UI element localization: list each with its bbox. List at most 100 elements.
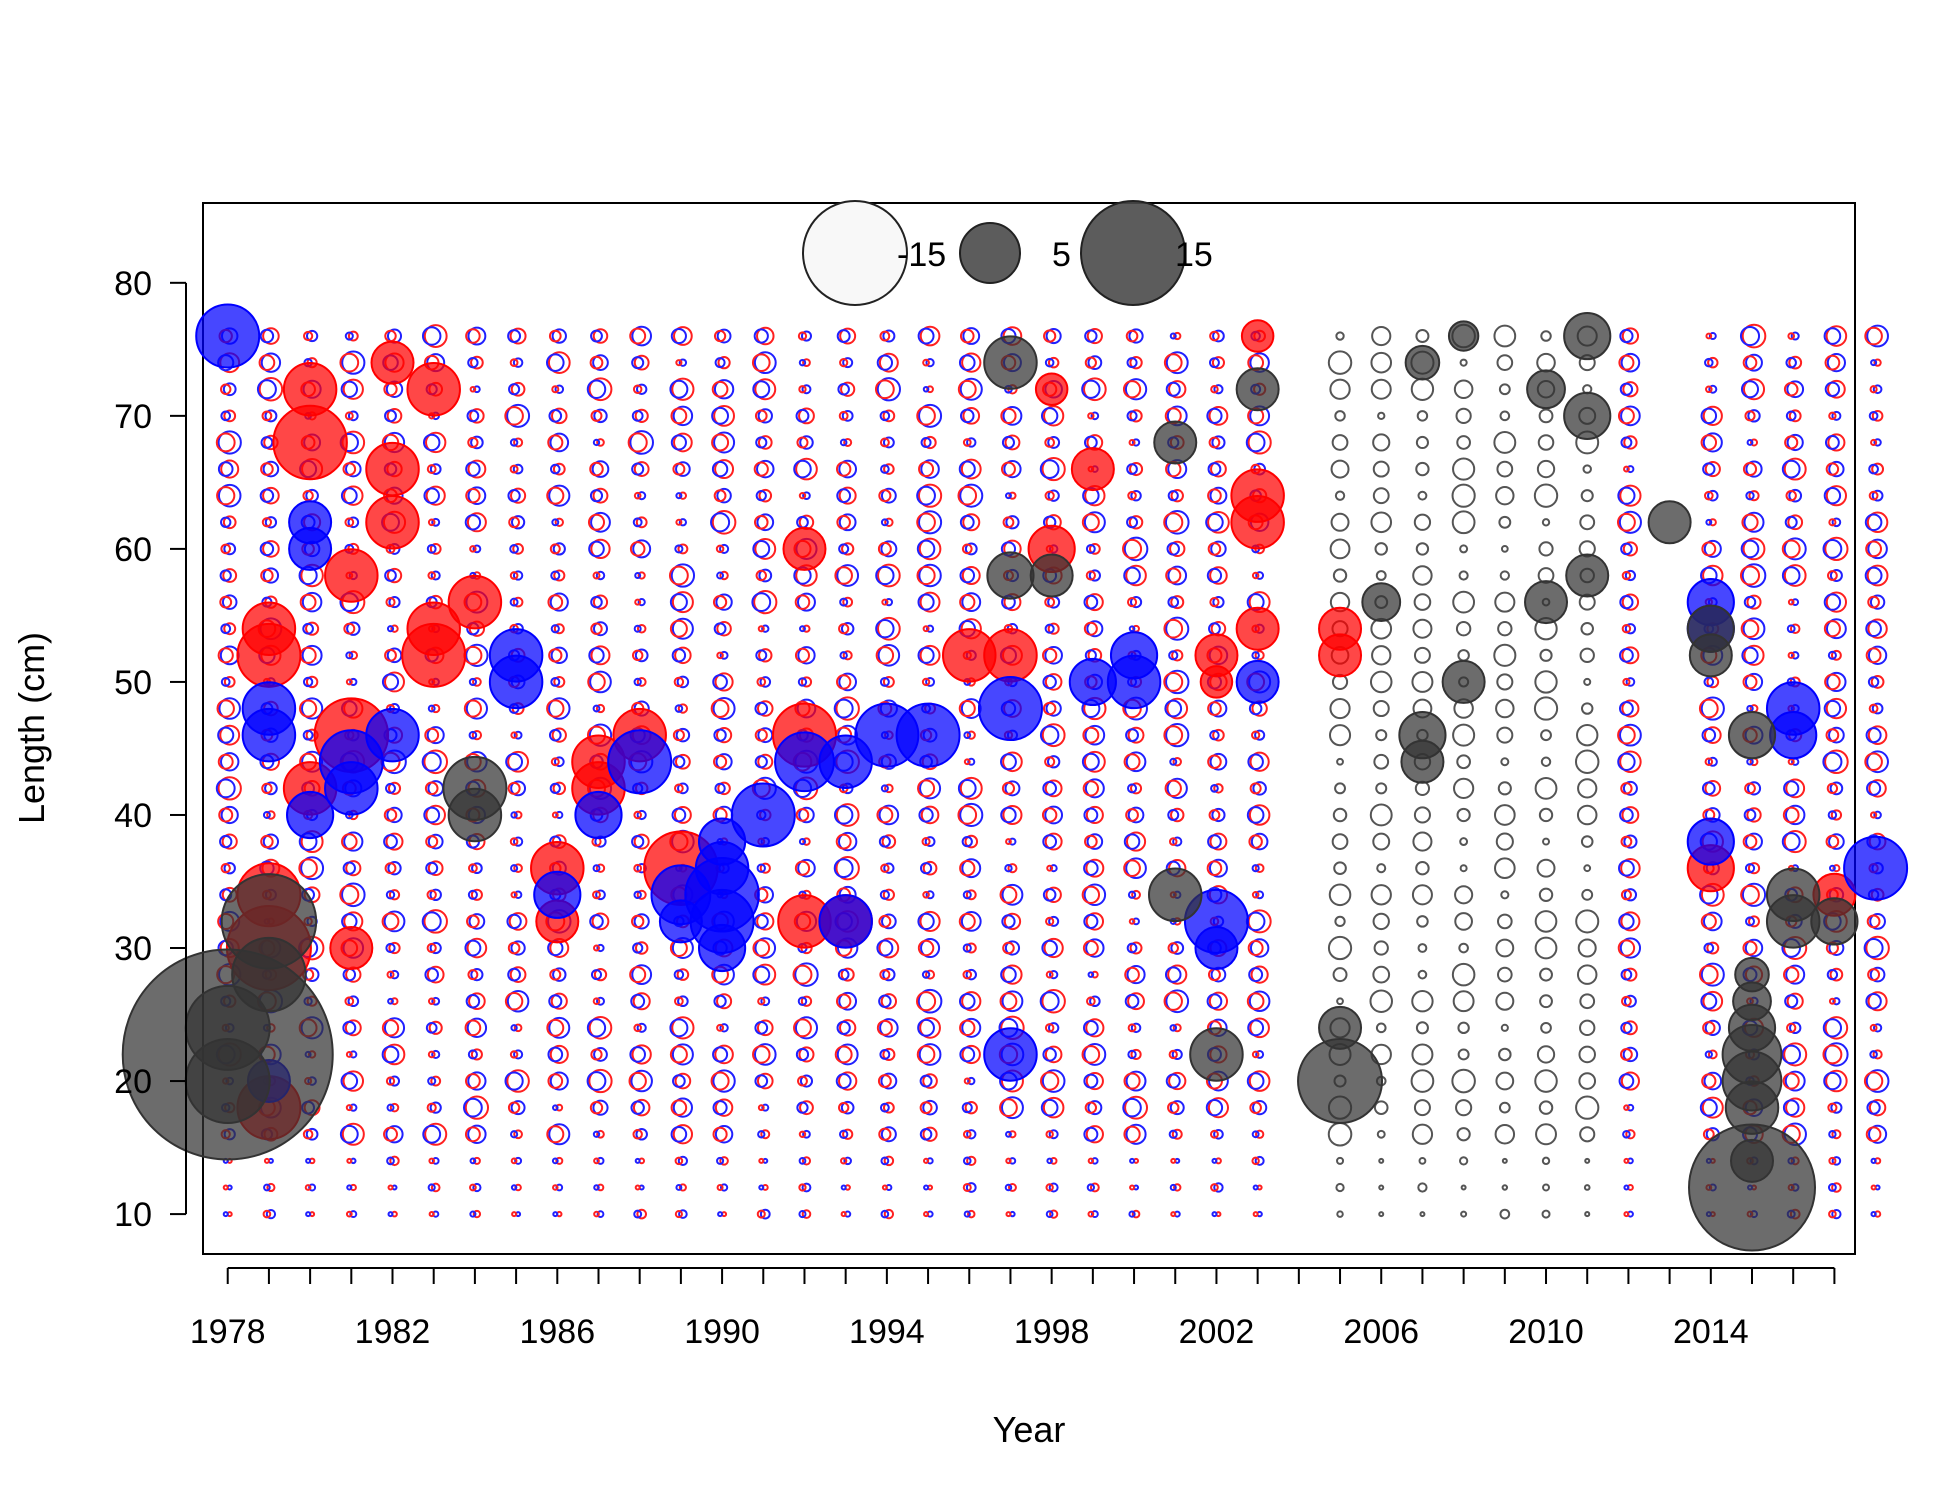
bubble-outline	[1085, 805, 1104, 825]
bubble-outline	[1087, 1157, 1095, 1165]
bubble-outline	[716, 1156, 725, 1165]
bubble-outline	[1788, 488, 1803, 503]
bubble-outline	[1044, 805, 1064, 825]
bubble-outline	[1825, 325, 1848, 347]
bubble-outline	[1249, 938, 1270, 958]
bubble-outline	[1832, 997, 1841, 1006]
bubble-outline	[1171, 649, 1184, 662]
bubble-outline	[965, 889, 977, 901]
bubble-outline	[1828, 1156, 1837, 1165]
bubble-outline	[962, 407, 981, 425]
bubble-outline	[220, 863, 231, 874]
bubble-outline	[223, 622, 237, 636]
bubble-outline	[470, 888, 483, 901]
bubble-combined	[1542, 837, 1551, 846]
bubble-outline	[588, 377, 613, 402]
bubble-outline	[387, 997, 394, 1005]
bubble-combined	[1378, 1184, 1385, 1191]
bubble-outline	[1041, 456, 1066, 482]
bubble-outline	[1083, 594, 1099, 610]
bubble-outline	[962, 513, 981, 532]
bubble-outline	[1245, 432, 1266, 453]
bubble-outline	[674, 1156, 684, 1166]
bubble-outline	[882, 436, 895, 449]
bubble-outline	[962, 1182, 972, 1192]
bubble-outline	[548, 648, 563, 663]
bubble-combined	[1582, 464, 1592, 474]
x-tick-label: 2014	[1673, 1313, 1749, 1351]
bubble-outline	[385, 1125, 404, 1144]
bubble-outline	[425, 804, 446, 826]
bubble-outline	[918, 537, 942, 561]
bubble-outline	[470, 968, 484, 982]
bubble-outline	[882, 675, 895, 688]
bubble-outline	[1746, 439, 1754, 446]
bubble-outline	[920, 937, 941, 959]
bubble-outline	[265, 1208, 277, 1220]
bubble-outline	[1213, 1182, 1224, 1193]
bubble-outline	[512, 596, 524, 608]
bubble-outline	[716, 651, 724, 660]
bubble-outline	[384, 671, 405, 693]
bubble-combined	[1580, 621, 1594, 636]
bubble-outline	[464, 1095, 490, 1120]
bubble-outline	[1127, 890, 1137, 899]
bubble-outline	[884, 517, 894, 527]
bubble-outline	[966, 1155, 977, 1167]
bubble-combined	[1441, 659, 1486, 704]
bubble-outline	[799, 625, 806, 633]
bubble-outline	[1866, 564, 1889, 587]
bubble-outline	[962, 943, 972, 953]
bubble-outline	[1005, 1130, 1012, 1138]
bubble-outline	[426, 965, 445, 984]
bubble-outline	[1828, 1130, 1837, 1139]
bubble-outline	[223, 676, 236, 688]
bubble-outline	[471, 730, 483, 741]
bubble-combined	[1541, 518, 1551, 527]
bubble-outline	[466, 512, 487, 533]
bubble-outline	[1618, 510, 1642, 534]
x-tick-label: 1990	[684, 1313, 760, 1351]
bubble-combined	[1369, 989, 1393, 1013]
bubble-outline	[1251, 1156, 1260, 1166]
bubble-outline	[260, 436, 274, 449]
bubble-outline	[342, 462, 357, 476]
bubble-outline	[838, 623, 850, 635]
bubble-outline	[217, 647, 234, 664]
bubble-outline	[1703, 1071, 1723, 1091]
bubble-outline	[920, 805, 940, 825]
bubble-outline	[759, 676, 772, 688]
bubble-combined	[1494, 1124, 1516, 1145]
bubble-combined	[1459, 544, 1469, 554]
bubble-outline	[346, 621, 361, 636]
bubble-outline	[1867, 618, 1888, 639]
bubble-outline	[466, 937, 488, 959]
bubble-combined	[1458, 1156, 1469, 1166]
bubble-outline	[1126, 942, 1138, 954]
bubble-outline	[469, 408, 485, 424]
bubble-combined	[1447, 320, 1480, 352]
bubble-outline	[633, 1023, 642, 1033]
bubble-outline	[1784, 515, 1798, 529]
bubble-outline	[880, 1209, 890, 1219]
bubble-combined	[1413, 806, 1431, 824]
bubble-outline	[712, 674, 728, 690]
bubble-outline	[797, 996, 808, 1006]
bubble-outline	[1125, 808, 1139, 822]
bubble-outline	[381, 912, 400, 931]
bubble-combined	[1413, 646, 1431, 664]
bubble-outline	[713, 994, 727, 1008]
bubble-outline	[838, 486, 857, 505]
bubble-outline	[261, 517, 273, 528]
bubble-outline	[552, 1184, 559, 1191]
bubble-outline	[1123, 833, 1141, 850]
bubble-outline	[1623, 1211, 1630, 1218]
bubble-outline	[1787, 651, 1795, 659]
bubble-outline	[964, 542, 978, 556]
bubble-combined	[1415, 435, 1429, 450]
bubble-outline	[467, 436, 479, 449]
bubble-female	[272, 404, 348, 481]
bubble-outline	[1211, 807, 1226, 823]
bubble-female	[370, 340, 415, 385]
